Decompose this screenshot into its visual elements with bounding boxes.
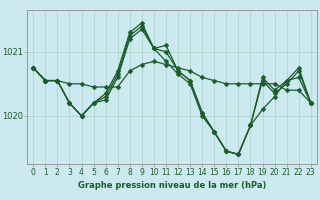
X-axis label: Graphe pression niveau de la mer (hPa): Graphe pression niveau de la mer (hPa) <box>78 181 266 190</box>
